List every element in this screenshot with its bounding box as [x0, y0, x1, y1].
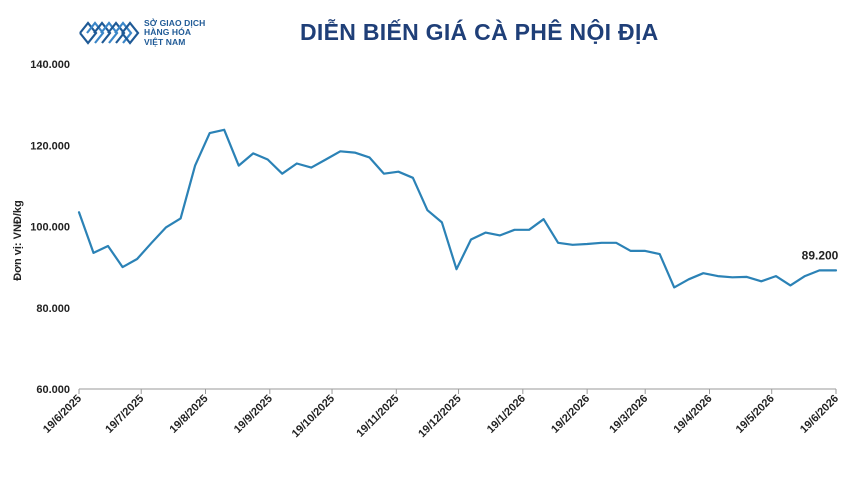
logo-line-3: VIỆT NAM: [144, 36, 186, 47]
x-tick-label: 19/6/2025: [41, 393, 84, 436]
y-axis-label: Đơn vị: VNĐ/kg: [12, 200, 24, 281]
logo-line-1: SỞ GIAO DỊCH: [144, 17, 206, 28]
x-tick-label: 19/1/2026: [485, 393, 528, 436]
logo-line-2: HÀNG HÓA: [144, 27, 192, 38]
x-tick-label: 19/3/2026: [607, 393, 650, 436]
y-tick-label: 80.000: [36, 303, 70, 315]
x-tick-label: 19/4/2026: [672, 393, 715, 436]
y-tick-label: 120.000: [30, 140, 70, 152]
x-tick-label: 19/8/2025: [168, 393, 211, 436]
x-tick-label: 19/2/2026: [549, 393, 592, 436]
x-tick-label: 19/7/2025: [103, 393, 146, 436]
brand-logo: SỞ GIAO DỊCH HÀNG HÓA VIỆT NAM: [78, 18, 205, 48]
x-tick-label: 19/9/2025: [232, 393, 275, 436]
last-value-label: 89.200: [802, 248, 839, 262]
x-tick-label: 19/6/2026: [798, 393, 841, 436]
sogiaodich-hanghoa-logo-icon: [79, 21, 140, 45]
price-series-line: [77, 128, 838, 289]
y-tick-label: 60.000: [36, 384, 70, 396]
x-tick-label: 19/10/2025: [290, 393, 337, 440]
y-tick-label: 100.000: [30, 222, 70, 234]
x-tick-label: 19/5/2026: [734, 393, 777, 436]
x-tick-label: 19/11/2025: [354, 393, 401, 440]
y-tick-label: 140.000: [30, 59, 70, 71]
x-tick-label: 19/12/2025: [416, 393, 463, 440]
logo-text: SỞ GIAO DỊCH HÀNG HÓA VIỆT NAM: [144, 17, 206, 48]
chart-title: DIỄN BIẾN GIÁ CÀ PHÊ NỘI ĐỊA: [300, 19, 659, 45]
